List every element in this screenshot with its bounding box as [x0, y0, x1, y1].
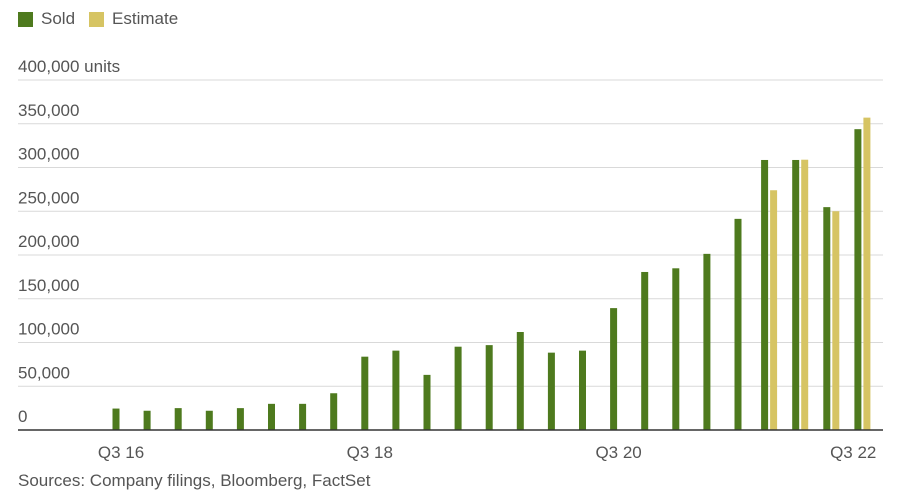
bar-sold — [392, 350, 400, 430]
y-tick-label: 250,000 — [18, 188, 79, 207]
bar-sold — [547, 352, 555, 430]
x-tick-label: Q3 16 — [98, 443, 144, 462]
bar-sold — [761, 159, 769, 430]
y-tick-label: 300,000 — [18, 145, 79, 164]
y-tick-label: 200,000 — [18, 232, 79, 251]
bar-sold — [143, 410, 151, 430]
bar-estimate — [801, 159, 809, 430]
bar-sold — [205, 410, 213, 430]
x-tick-label: Q3 20 — [595, 443, 641, 462]
y-tick-label: 400,000 units — [18, 57, 120, 76]
bar-sold — [299, 403, 307, 430]
bar-sold — [268, 403, 275, 430]
bar-sold — [703, 253, 711, 430]
bar-sold — [823, 207, 831, 430]
legend-swatch-estimate — [89, 11, 105, 27]
bar-sold — [641, 271, 649, 430]
bar-sold — [361, 356, 369, 430]
bar-sold — [734, 218, 742, 430]
bar-estimate — [770, 190, 778, 430]
bar-sold — [579, 350, 586, 430]
bar-sold — [174, 408, 182, 430]
y-tick-label: 0 — [18, 407, 27, 426]
bar-sold — [792, 159, 800, 430]
bar-sold — [516, 332, 524, 430]
x-tick-label: Q3 22 — [830, 443, 876, 462]
y-tick-label: 50,000 — [18, 363, 70, 382]
bar-sold — [485, 345, 493, 430]
bar-estimate — [832, 211, 840, 430]
source-note: Sources: Company filings, Bloomberg, Fac… — [18, 471, 371, 490]
legend-swatch-sold — [18, 11, 33, 27]
bar-sold — [423, 374, 431, 430]
y-tick-label: 150,000 — [18, 276, 79, 295]
x-tick-label: Q3 18 — [347, 443, 393, 462]
y-tick-label: 100,000 — [18, 320, 79, 339]
legend-item-estimate: Estimate — [89, 9, 178, 29]
bar-estimate — [863, 117, 871, 430]
bar-sold — [454, 346, 462, 430]
legend-label-sold: Sold — [41, 9, 76, 28]
legend-label-estimate: Estimate — [112, 9, 179, 28]
bar-sold — [330, 393, 338, 430]
bar-sold — [112, 408, 120, 430]
bar-sold — [672, 268, 680, 430]
bar-sold — [854, 129, 862, 431]
legend-item-sold: Sold — [18, 9, 75, 29]
legend: Sold Estimate — [18, 9, 192, 29]
bar-sold — [236, 408, 244, 430]
y-tick-label: 350,000 — [18, 101, 79, 120]
bar-sold — [610, 308, 618, 430]
